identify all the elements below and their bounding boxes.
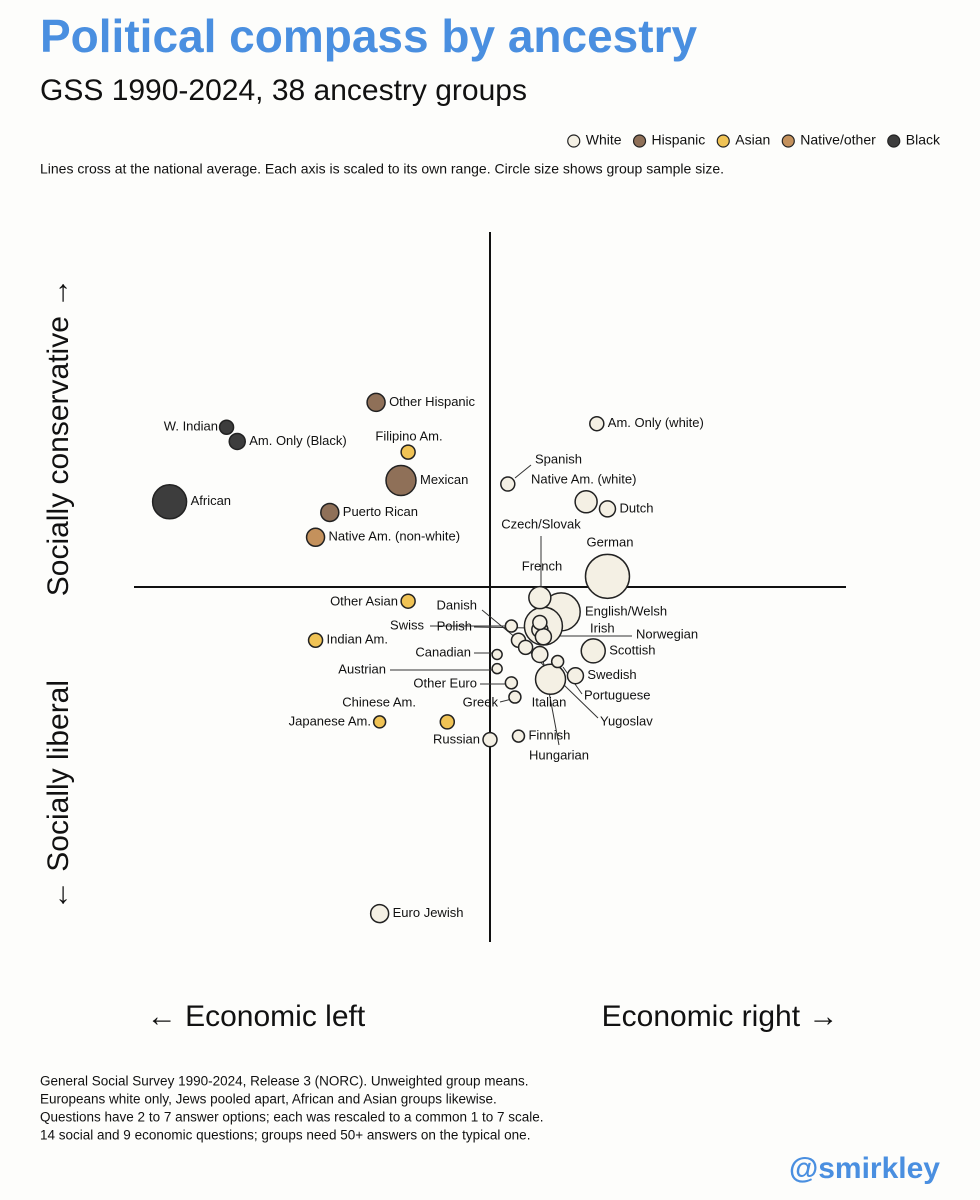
point-label: Spanish <box>535 451 582 466</box>
data-point <box>508 690 522 704</box>
legend-swatch <box>887 134 901 148</box>
data-point <box>491 648 503 661</box>
point-label: Dutch <box>619 500 653 515</box>
point-label: Native Am. (non-white) <box>329 529 461 544</box>
data-point <box>500 476 516 492</box>
data-point <box>550 654 565 669</box>
data-point <box>228 432 246 451</box>
data-point <box>517 639 534 656</box>
data-point <box>218 419 235 435</box>
point-label: Euro Jewish <box>393 905 464 920</box>
data-point <box>369 903 390 924</box>
data-point <box>528 585 552 610</box>
data-point <box>584 553 631 600</box>
legend-label: Black <box>906 132 941 148</box>
point-label: German <box>587 534 634 549</box>
credit: @smirkley <box>789 1152 940 1185</box>
data-point <box>491 662 503 675</box>
data-point <box>574 490 598 514</box>
data-point <box>320 502 340 523</box>
data-point <box>366 392 386 413</box>
data-point <box>534 663 567 696</box>
point-label: Czech/Slovak <box>501 516 581 531</box>
legend-swatch <box>632 134 647 148</box>
x-label-left: ← Economic left <box>147 1000 366 1033</box>
point-label: Irish <box>590 620 615 635</box>
point-label: Canadian <box>415 644 471 659</box>
y-label-bottom: ← Socially liberal <box>42 680 75 910</box>
point-label: Other Euro <box>413 675 477 690</box>
legend-label: Asian <box>735 132 770 148</box>
point-label: Scottish <box>609 642 655 657</box>
point-label: Hungarian <box>529 747 589 762</box>
leader-line <box>473 626 534 629</box>
data-point <box>598 500 617 518</box>
footnote: Questions have 2 to 7 answer options; ea… <box>40 1110 544 1125</box>
legend-swatch <box>716 134 730 148</box>
data-point <box>504 619 519 633</box>
legend-label: Native/other <box>800 132 876 148</box>
legend-label: White <box>586 132 622 148</box>
data-point <box>511 729 526 743</box>
point-label: Finnish <box>528 728 570 743</box>
point-label: Other Asian <box>330 593 398 608</box>
point-label: Italian <box>532 694 567 709</box>
data-point <box>151 484 188 520</box>
x-label-right: Economic right → <box>602 1000 839 1033</box>
footnote: Europeans white only, Jews pooled apart,… <box>40 1092 497 1107</box>
point-label: Am. Only (Black) <box>249 433 347 448</box>
point-label: Native Am. (white) <box>531 471 636 486</box>
data-point <box>531 645 549 664</box>
point-label: Russian <box>433 731 480 746</box>
point-label: Portuguese <box>584 687 651 702</box>
data-point <box>532 614 548 631</box>
leader-line <box>514 464 532 479</box>
point-label: Polish <box>437 618 472 633</box>
data-point <box>400 444 416 460</box>
data-point <box>589 415 605 432</box>
point-label: Swiss <box>390 617 424 632</box>
point-label: Mexican <box>420 472 468 487</box>
leader-line <box>481 609 517 639</box>
data-point <box>400 593 416 609</box>
footnote: General Social Survey 1990-2024, Release… <box>40 1074 529 1089</box>
point-label: Japanese Am. <box>289 713 371 728</box>
point-label: Filipino Am. <box>375 428 442 443</box>
point-label: French <box>522 558 562 573</box>
point-label: Indian Am. <box>327 632 388 647</box>
point-label: Chinese Am. <box>342 694 416 709</box>
point-label: Swedish <box>587 667 636 682</box>
point-label: English/Welsh <box>585 603 667 618</box>
legend-swatch <box>567 134 581 148</box>
subtitle: GSS 1990-2024, 38 ancestry groups <box>40 74 527 107</box>
data-point <box>305 527 326 548</box>
point-label: Am. Only (white) <box>608 415 704 430</box>
point-label: Greek <box>463 694 499 709</box>
y-label-top: Socially conservative → <box>42 278 75 596</box>
point-label: Norwegian <box>636 626 698 641</box>
point-label: W. Indian <box>164 418 218 433</box>
legend-label: Hispanic <box>652 132 706 148</box>
point-label: African <box>191 493 231 508</box>
point-label: Yugoslav <box>600 713 653 728</box>
point-label: Puerto Rican <box>343 504 418 519</box>
title: Political compass by ancestry <box>40 10 697 62</box>
point-label: Other Hispanic <box>389 394 475 409</box>
data-point <box>482 731 498 748</box>
data-point <box>504 676 519 690</box>
footnote: 14 social and 9 economic questions; grou… <box>40 1128 530 1143</box>
legend-swatch <box>781 134 795 148</box>
data-point <box>439 714 456 730</box>
data-point <box>307 632 324 648</box>
point-label: Danish <box>437 597 477 612</box>
data-point <box>580 638 606 664</box>
point-label: Austrian <box>338 661 386 676</box>
data-point <box>385 464 417 497</box>
note: Lines cross at the national average. Eac… <box>40 161 724 177</box>
data-point <box>372 715 387 729</box>
data-point <box>534 627 553 646</box>
data-point <box>566 667 585 685</box>
